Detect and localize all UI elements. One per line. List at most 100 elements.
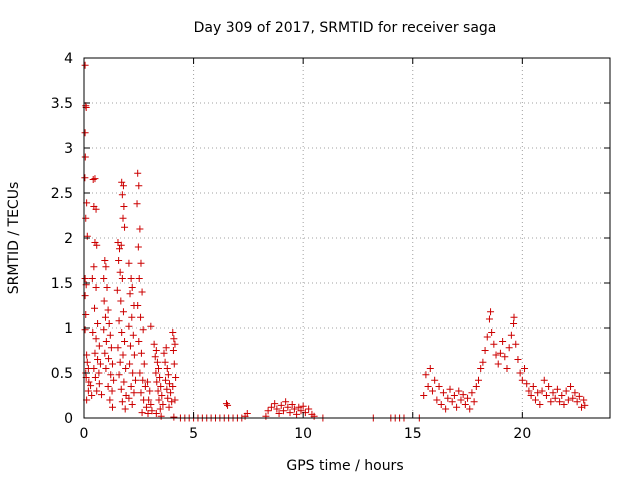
data-point [126,360,134,368]
data-point [446,385,454,393]
data-point [569,394,577,402]
data-point [488,329,496,336]
data-point [82,311,90,318]
chart-title: Day 309 of 2017, SRMTID for receiver sag… [194,20,497,36]
data-point [108,360,116,368]
data-point [494,360,502,368]
data-point [455,387,463,395]
data-point [142,403,150,411]
data-point [81,61,89,69]
data-point [91,175,99,183]
data-point [527,392,535,399]
axis-ticks [83,57,610,419]
data-point [163,385,171,393]
data-point [116,245,124,253]
data-point [514,356,522,363]
data-point [120,378,128,386]
data-point [127,383,135,390]
data-point [567,383,575,390]
data-point [129,369,137,377]
data-point [531,396,539,404]
data-point [481,347,489,354]
data-point [83,358,91,366]
data-point [571,389,579,397]
data-point [140,360,148,368]
data-point [93,387,101,395]
data-point [91,374,99,381]
data-point [299,402,307,410]
data-point [547,398,555,406]
data-point [81,174,89,182]
data-point [575,392,583,400]
data-point [138,288,146,296]
data-point [115,317,123,325]
data-point [100,275,108,282]
data-point [310,412,318,420]
data-point [147,401,155,408]
data-point [169,347,177,354]
data-point [457,396,465,404]
data-point [549,389,557,397]
data-point [101,313,109,321]
data-point [442,405,450,413]
data-point [581,401,589,409]
data-point [420,392,428,399]
data-point [155,365,163,372]
data-point [510,320,518,327]
data-point [545,383,553,390]
data-point [293,410,301,418]
x-axis-label: GPS time / hours [286,458,403,474]
data-point [95,342,103,350]
data-point [152,369,160,377]
data-point [580,396,588,404]
data-point [282,398,290,406]
data-point [129,331,137,339]
data-point [93,241,101,249]
data-point [507,331,515,339]
data-point [170,335,178,343]
data-point [556,398,564,406]
x-tick-label: 0 [80,426,89,442]
data-point [162,344,170,352]
data-point [119,308,127,316]
data-point [148,407,156,415]
data-point [96,360,104,368]
x-tick-label: 10 [294,426,312,442]
data-point [262,412,270,420]
data-point [136,369,144,377]
data-point [100,297,108,305]
data-point [444,394,452,402]
data-point [573,398,581,406]
data-point [83,232,91,240]
data-point [558,392,566,399]
data-point [136,225,144,233]
data-point [118,398,126,406]
y-tick-label: 3.5 [51,96,73,112]
data-point [95,369,103,377]
data-point [470,398,478,406]
data-point [133,200,141,208]
data-point [118,191,126,199]
data-point [164,394,172,402]
data-point [551,394,559,402]
data-point [158,392,166,399]
data-point [461,401,469,408]
data-point [106,331,114,339]
data-point [162,376,170,384]
data-point [81,153,89,161]
data-point [126,342,134,350]
data-point [92,284,100,291]
data-point [127,275,135,282]
y-tick-label: 0 [64,411,73,427]
data-point [146,387,154,395]
data-point [297,407,305,415]
data-point [169,329,177,336]
data-point [85,378,93,386]
data-point [128,401,136,408]
data-point [118,275,126,282]
data-point [295,403,303,411]
data-point [466,405,474,413]
data-point [89,329,97,336]
data-point [105,320,113,327]
data-point [167,389,175,397]
